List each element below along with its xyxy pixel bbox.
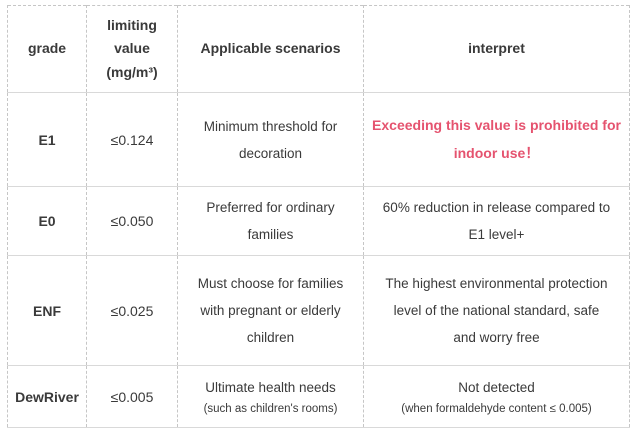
limit-value-cell: ≤0.050 — [86, 186, 178, 256]
grade-label: E1 — [38, 131, 56, 148]
header-limiting-line1: limiting — [107, 17, 157, 34]
grade-cell: DewRiver — [7, 365, 87, 428]
header-interpret: interpret — [363, 5, 630, 93]
header-applicable-scenarios: Applicable scenarios — [177, 5, 364, 93]
limit-value: ≤0.050 — [110, 213, 154, 229]
scenario-text: Ultimate health needs — [205, 380, 336, 396]
grade-cell: E1 — [7, 92, 87, 187]
interpret-note: (when formaldehyde content ≤ 0.005) — [401, 402, 592, 415]
limit-value: ≤0.025 — [110, 302, 154, 319]
header-limiting-unit: (mg/m³) — [106, 63, 158, 80]
limit-value-cell: ≤0.124 — [86, 92, 178, 187]
header-row: grade limiting value (mg/m³) Applicable … — [7, 5, 630, 93]
header-limiting-value: limiting value (mg/m³) — [86, 5, 178, 93]
interpret-alert-text: Exceeding this value is prohibited for i… — [372, 117, 621, 161]
scenario-cell: Minimum threshold for decoration — [177, 92, 364, 187]
limit-value-cell: ≤0.025 — [86, 255, 178, 366]
scenario-cell: Must choose for families with pregnant o… — [177, 255, 364, 366]
header-grade: grade — [7, 5, 87, 93]
header-grade-label: grade — [27, 40, 67, 57]
table-row-e1: E1 ≤0.124 Minimum threshold for decorati… — [7, 92, 630, 187]
scenario-note: (such as children's rooms) — [203, 402, 338, 415]
grade-cell: ENF — [7, 255, 87, 366]
grade-label: E0 — [38, 213, 56, 229]
header-scenarios-label: Applicable scenarios — [200, 40, 341, 57]
interpret-text: Not detected — [458, 380, 535, 396]
interpret-text: The highest environmental protection lev… — [385, 276, 608, 345]
header-interpret-label: interpret — [468, 40, 525, 57]
scenario-cell: Preferred for ordinary families — [177, 186, 364, 256]
interpret-cell: 60% reduction in release compared to E1 … — [363, 186, 630, 256]
grade-label: DewRiver — [15, 388, 79, 405]
table-row-dewriver: DewRiver ≤0.005 Ultimate health needs (s… — [7, 365, 630, 428]
scenario-text: Must choose for families with pregnant o… — [197, 276, 344, 345]
limit-value: ≤0.124 — [110, 131, 154, 148]
scenario-text: Preferred for ordinary families — [206, 200, 335, 242]
interpret-cell: Not detected (when formaldehyde content … — [363, 365, 630, 428]
interpret-cell: The highest environmental protection lev… — [363, 255, 630, 366]
interpret-cell: Exceeding this value is prohibited for i… — [363, 92, 630, 187]
limit-value: ≤0.005 — [110, 388, 154, 405]
header-limiting-line2: value — [114, 40, 150, 57]
formaldehyde-grade-table: grade limiting value (mg/m³) Applicable … — [7, 5, 630, 428]
table-row-enf: ENF ≤0.025 Must choose for families with… — [7, 255, 630, 366]
scenario-text: Minimum threshold for decoration — [203, 118, 338, 161]
table-row-e0: E0 ≤0.050 Preferred for ordinary familie… — [7, 186, 630, 256]
limit-value-cell: ≤0.005 — [86, 365, 178, 428]
interpret-text: 60% reduction in release compared to E1 … — [382, 200, 611, 242]
grade-cell: E0 — [7, 186, 87, 256]
grade-label: ENF — [33, 302, 61, 319]
scenario-cell: Ultimate health needs (such as children'… — [177, 365, 364, 428]
